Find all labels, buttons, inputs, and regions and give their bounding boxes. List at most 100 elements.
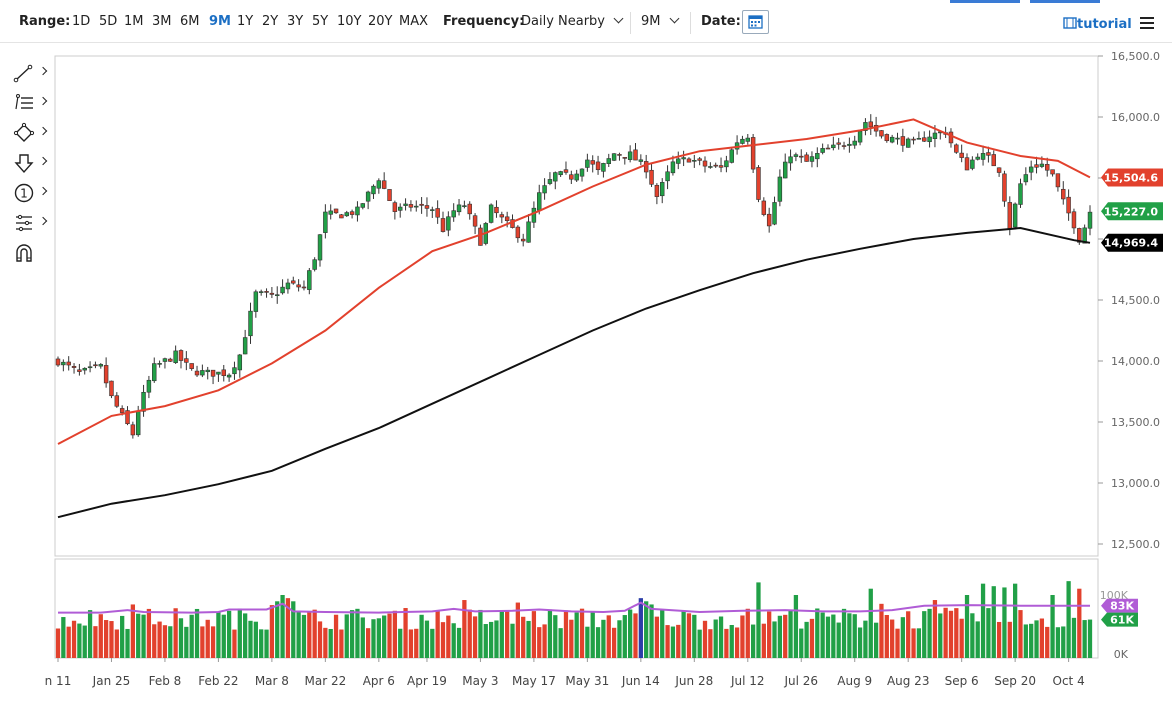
pattern-tool-icon [16, 214, 32, 232]
candle-body [1077, 228, 1082, 243]
hamburger-menu-icon[interactable] [1140, 17, 1154, 29]
candle-body [889, 136, 895, 143]
volume-bar [189, 614, 194, 658]
date-tick-label: May 17 [512, 674, 556, 688]
period-select[interactable]: 9M [641, 13, 679, 29]
range-max-button[interactable]: MAX [399, 14, 429, 29]
range-5y-button[interactable]: 5Y [312, 14, 329, 29]
ma200-value-badge: 14,969.4 [1101, 233, 1163, 252]
range-2y-button[interactable]: 2Y [262, 14, 279, 29]
magnet-tool-button[interactable] [10, 238, 50, 268]
range-6m-button[interactable]: 6M [180, 14, 200, 29]
candle-body [435, 208, 440, 218]
volume-bar [879, 603, 884, 658]
volume-bar [120, 615, 125, 658]
volume-bar [804, 621, 809, 658]
candle-body [1082, 227, 1087, 244]
candle-body [665, 171, 670, 182]
price-tick-label: 12,500.0 [1111, 538, 1160, 551]
candle-body [440, 218, 446, 232]
volume-bar [178, 618, 184, 658]
volume-bar [414, 628, 419, 658]
shape-tool-button[interactable] [10, 118, 50, 148]
volume-bar [788, 610, 793, 658]
range-1m-button[interactable]: 1M [124, 14, 144, 29]
candle-body [595, 161, 601, 171]
arrow-tool-button[interactable] [10, 148, 50, 178]
price-pane-frame [54, 55, 1099, 557]
volume-bar [996, 621, 1002, 658]
ma50-line [57, 118, 1091, 445]
volume-bar [857, 627, 863, 658]
volume-bar [440, 622, 446, 658]
range-3y-button[interactable]: 3Y [287, 14, 304, 29]
tutorial-link[interactable]: tutorial [1063, 17, 1132, 32]
volume-bar [906, 611, 911, 658]
candle-body [959, 152, 964, 158]
volume-bar [681, 610, 686, 658]
volume-bar [542, 624, 547, 658]
frequency-select[interactable]: Daily Nearby [521, 13, 624, 29]
candle-body [93, 364, 98, 367]
range-3m-button[interactable]: 3M [152, 14, 172, 29]
film-icon [1063, 17, 1077, 29]
annotation-tool-button[interactable]: 1 [10, 178, 50, 208]
volume-bar [446, 615, 451, 658]
range-label: Range: [19, 14, 71, 29]
range-1y-button[interactable]: 1Y [237, 14, 254, 29]
candle-body [189, 363, 194, 369]
volume-bar [569, 619, 574, 658]
pattern-tool-button[interactable] [10, 208, 50, 238]
candle-body [242, 337, 248, 355]
volume-bar [873, 622, 879, 658]
volume-bar [510, 623, 515, 658]
candle-body [387, 189, 392, 201]
volume-bar [793, 595, 799, 658]
volume-bar [333, 614, 339, 658]
range-1d-button[interactable]: 1D [72, 14, 91, 29]
range-10y-button[interactable]: 10Y [337, 14, 362, 29]
candle-body [381, 180, 387, 189]
candle-body [221, 369, 226, 377]
volume-last-badge: 61K [1101, 612, 1138, 627]
date-picker-button[interactable] [742, 10, 769, 34]
volume-bar [617, 620, 622, 658]
volume-bar [718, 616, 724, 658]
volume-bar [451, 623, 456, 658]
candle-body [397, 206, 403, 211]
volume-bar [660, 610, 665, 658]
candle-body [71, 366, 77, 368]
candle-body [542, 185, 547, 194]
candle-body [1002, 173, 1007, 202]
date-tick-label: Feb 22 [198, 674, 238, 688]
volume-bar [285, 598, 291, 658]
range-20y-button[interactable]: 20Y [368, 14, 393, 29]
candle-body [269, 292, 275, 295]
range-5d-button[interactable]: 5D [99, 14, 118, 29]
candle-body [606, 158, 611, 164]
price-tick-label: 13,000.0 [1111, 477, 1160, 490]
range-9m-button[interactable]: 9M [209, 14, 231, 29]
candle-body [157, 363, 162, 365]
date-label: Date: [701, 14, 741, 29]
candle-body [708, 166, 713, 168]
candle-body [900, 136, 906, 146]
volume-bar [280, 595, 285, 658]
candle-body [660, 182, 665, 197]
volume-ma-line [58, 601, 1090, 614]
volume-bar [628, 609, 633, 658]
volume-bar [200, 626, 205, 658]
volume-bar [847, 613, 852, 658]
price-chart[interactable]: 12,500.0 13,000.0 13,500.0 14,000.0 14,500.0… [0, 44, 1172, 703]
candle-body [216, 371, 221, 375]
volume-ma-badge: 83K [1101, 598, 1138, 613]
candle-body [724, 160, 729, 168]
volume-bar [419, 614, 424, 658]
volume-bar [761, 623, 766, 658]
fib-tool-button[interactable] [10, 88, 50, 118]
volume-bar [1071, 617, 1077, 658]
volume-bar [162, 625, 168, 658]
line-tool-button[interactable] [10, 58, 50, 88]
candle-body [601, 163, 606, 172]
volume-bar [387, 613, 392, 658]
